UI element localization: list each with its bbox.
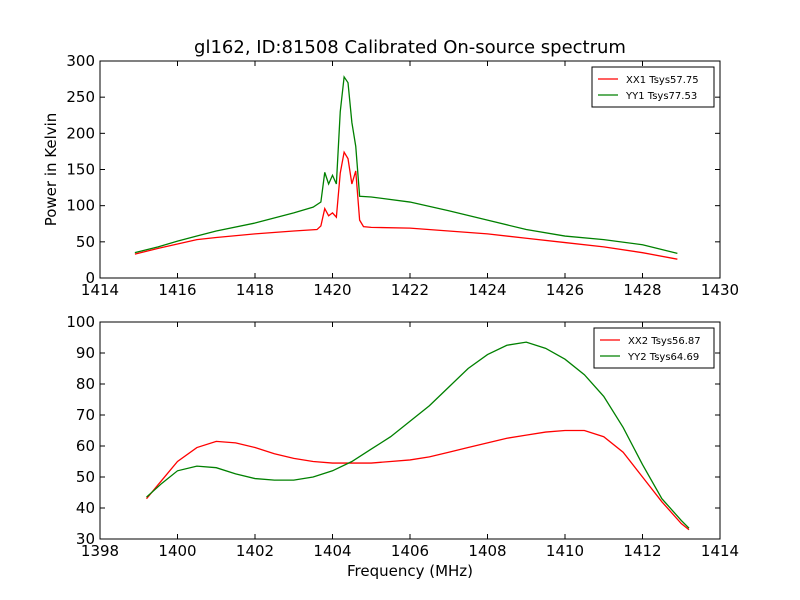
x-tick-label: 1412 — [623, 542, 661, 560]
bottom-spectrum-panel: 1398 1400 1402 1404 1406 1408 1410 1412 1414 30 40… — [66, 313, 739, 560]
series-line-2-2 — [146, 341, 690, 529]
series-line-2-1 — [146, 429, 690, 531]
y-tick-label: 200 — [66, 124, 95, 142]
y-tick-label: 100 — [66, 313, 95, 331]
x-tick-label: 1404 — [313, 542, 351, 560]
legend-entry: YY1 Tsys77.53 — [625, 91, 697, 102]
top-spectrum-panel: 1414 1416 1418 1420 1422 1424 1426 1428 1430 0 50 1… — [42, 52, 739, 299]
y-tick-label: 100 — [66, 197, 95, 215]
x-tick-label: 1428 — [623, 281, 661, 299]
x-tick-label: 1400 — [158, 542, 196, 560]
y-tick-label: 0 — [85, 269, 95, 287]
y-tick-label: 40 — [76, 499, 95, 517]
x-tick-label: 1410 — [546, 542, 584, 560]
x-tick-label: 1418 — [236, 281, 274, 299]
y-tick-label: 50 — [76, 233, 95, 251]
y-tick-label: 150 — [66, 161, 95, 179]
x-tick-label: 1402 — [236, 542, 274, 560]
x-tick-label: 1414 — [81, 281, 119, 299]
x-tick-label: 1414 — [701, 542, 739, 560]
y-tick-label: 300 — [66, 52, 95, 70]
x-tick-label: 1408 — [468, 542, 506, 560]
y-tick-label: 60 — [76, 437, 95, 455]
legend-box — [591, 66, 715, 108]
legend-entry: XX1 Tsys57.75 — [626, 75, 699, 86]
x-tick-label: 1398 — [81, 542, 119, 560]
legend-entry: YY2 Tsys64.69 — [627, 352, 699, 363]
x-tick-label: 1420 — [313, 281, 351, 299]
y-tick-label: 30 — [76, 530, 95, 548]
figure-title: gl162, ID:81508 Calibrated On-source spe… — [194, 37, 626, 58]
y-axis-label: Power in Kelvin — [42, 113, 60, 227]
x-tick-label: 1430 — [701, 281, 739, 299]
legend-box — [593, 327, 715, 369]
y-tick-label: 80 — [76, 375, 95, 393]
series-line-1-2 — [134, 75, 678, 255]
x-tick-label: 1424 — [468, 281, 506, 299]
y-tick-label: 50 — [76, 468, 95, 486]
x-tick-label: 1422 — [391, 281, 429, 299]
series-line-1-1 — [134, 150, 678, 260]
y-tick-label: 70 — [76, 406, 95, 424]
y-tick-label: 250 — [66, 88, 95, 106]
legend-entry: XX2 Tsys56.87 — [628, 336, 701, 347]
x-tick-label: 1416 — [158, 281, 196, 299]
x-tick-label: 1426 — [546, 281, 584, 299]
x-axis-label: Frequency (MHz) — [347, 562, 473, 580]
x-tick-label: 1406 — [391, 542, 429, 560]
y-tick-label: 90 — [76, 344, 95, 362]
